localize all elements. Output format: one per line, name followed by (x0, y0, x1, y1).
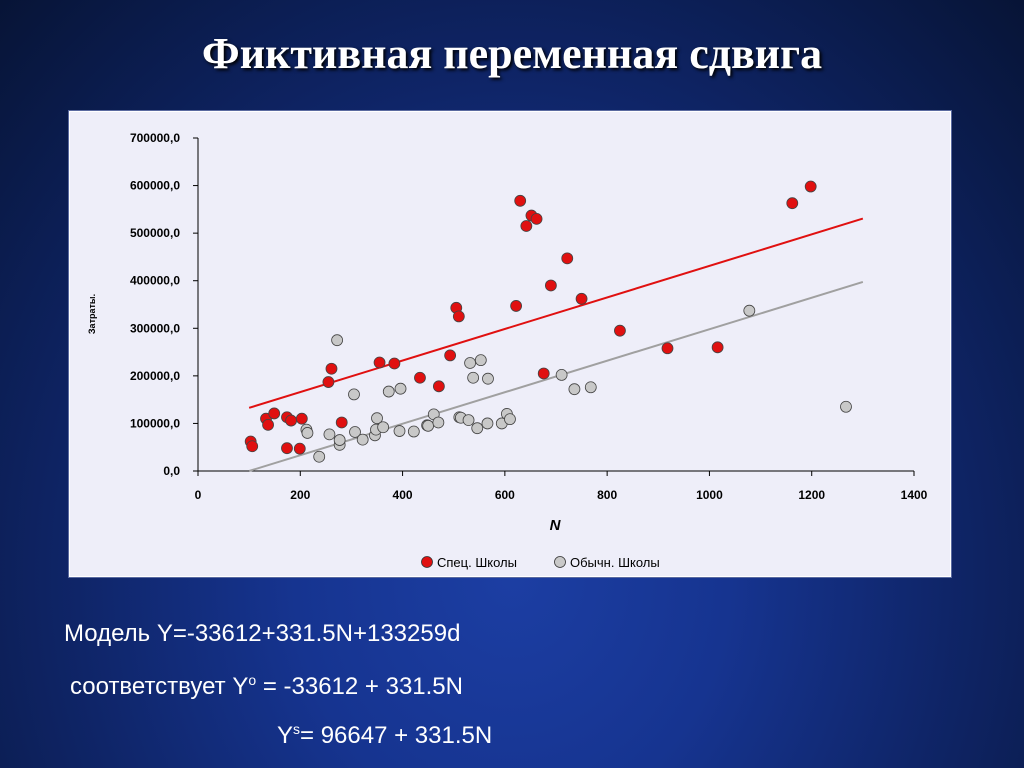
y-tick-label: 200000,0 (130, 369, 180, 383)
regular-schools-formula: соответствует Yо = -33612 + 331.5N (70, 672, 463, 701)
data-point (313, 450, 326, 463)
scatter-chart: 0,0 100000,0 200000,0 300000,0 400000,0 50000… (70, 112, 950, 576)
legend-marker-regular (554, 556, 566, 568)
data-point (293, 442, 306, 455)
data-point (481, 417, 494, 430)
x-tick-label: 600 (495, 488, 515, 502)
data-point (382, 385, 395, 398)
data-point (544, 279, 557, 292)
data-point (323, 428, 336, 441)
data-point (464, 357, 476, 369)
data-point (510, 300, 523, 312)
data-point (262, 418, 274, 431)
data-point (444, 349, 457, 362)
slide-title: Фиктивная переменная сдвига (201, 29, 823, 78)
formula-2-sup: о (248, 672, 257, 688)
data-point (467, 371, 480, 384)
x-axis-title: N (550, 517, 562, 534)
data-point (462, 414, 475, 426)
data-point (373, 356, 386, 369)
data-point (268, 407, 281, 420)
data-point (514, 194, 527, 207)
x-tick-label: 400 (393, 488, 413, 502)
data-point (471, 422, 484, 435)
data-point (584, 381, 597, 394)
x-tick-label: 800 (597, 488, 617, 502)
data-point (568, 383, 581, 396)
data-point (530, 212, 543, 225)
data-point (452, 310, 465, 323)
data-point (414, 371, 426, 384)
data-point (520, 220, 533, 232)
data-point (246, 440, 259, 453)
data-point (349, 426, 361, 438)
data-point (432, 416, 445, 429)
legend-label-regular: Обычн. Школы (570, 555, 660, 570)
data-point (614, 324, 626, 337)
data-point (322, 376, 335, 388)
data-point (388, 357, 401, 370)
data-point (295, 412, 308, 425)
data-point (432, 380, 445, 393)
y-tick-label: 0,0 (163, 464, 180, 478)
special-schools-formula: Ys= 96647 + 331.5N (277, 721, 492, 750)
y-tick-label: 300000,0 (130, 321, 180, 335)
y-tick-label: 500000,0 (130, 226, 180, 240)
data-point (356, 433, 369, 446)
y-tick-label: 600000,0 (130, 179, 180, 193)
chart-panel: 0,0 100000,0 200000,0 300000,0 400000,0 50000… (68, 110, 952, 578)
data-point (394, 382, 407, 395)
data-point (561, 252, 574, 265)
x-tick-label: 1000 (696, 488, 723, 502)
formula-3-sup: s (293, 721, 301, 737)
data-point (804, 180, 817, 193)
data-point (504, 413, 516, 426)
data-point (393, 425, 406, 437)
trendline (248, 217, 864, 409)
data-point (281, 442, 293, 455)
formula-2-prefix: соответствует Y (70, 673, 249, 700)
formula-3-prefix: Y (277, 722, 294, 749)
x-tick-label: 1400 (901, 488, 928, 502)
x-tick-label: 0 (195, 488, 202, 502)
data-point (840, 400, 852, 413)
data-point (333, 434, 346, 446)
formula-2-suffix: = -33612 + 331.5N (256, 673, 463, 700)
chart-legend: Спец. Школы Обычн. Школы (421, 555, 660, 570)
data-point (575, 292, 588, 305)
data-point (325, 362, 338, 375)
formula-3-suffix: = 96647 + 331.5N (300, 722, 493, 749)
model-formula: Модель Y=-33612+331.5N+133259d (64, 620, 461, 647)
y-axis-title: Затраты. (87, 294, 97, 334)
data-point (371, 412, 383, 425)
data-point (537, 367, 550, 380)
legend-marker-special (421, 556, 433, 568)
data-point (786, 197, 799, 210)
legend-label-special: Спец. Школы (437, 555, 517, 570)
data-point (407, 425, 420, 438)
data-point (285, 414, 297, 427)
data-point (555, 369, 568, 381)
y-tick-label: 700000,0 (130, 131, 180, 145)
y-tick-label: 400000,0 (130, 274, 180, 288)
data-point (711, 341, 724, 354)
data-point (301, 427, 314, 439)
axes: 0,0 100000,0 200000,0 300000,0 400000,0 50000… (130, 131, 928, 502)
data-point (743, 304, 756, 317)
data-point (661, 342, 674, 355)
data-point (348, 388, 360, 401)
data-point (377, 421, 390, 434)
y-tick-label: 100000,0 (130, 416, 180, 430)
data-points (244, 180, 852, 463)
data-point (331, 334, 344, 347)
x-tick-label: 1200 (798, 488, 825, 502)
plot-background (70, 112, 950, 576)
data-point (474, 354, 487, 367)
data-point (422, 419, 435, 432)
data-point (335, 416, 348, 429)
data-point (482, 372, 494, 385)
x-tick-label: 200 (290, 488, 310, 502)
